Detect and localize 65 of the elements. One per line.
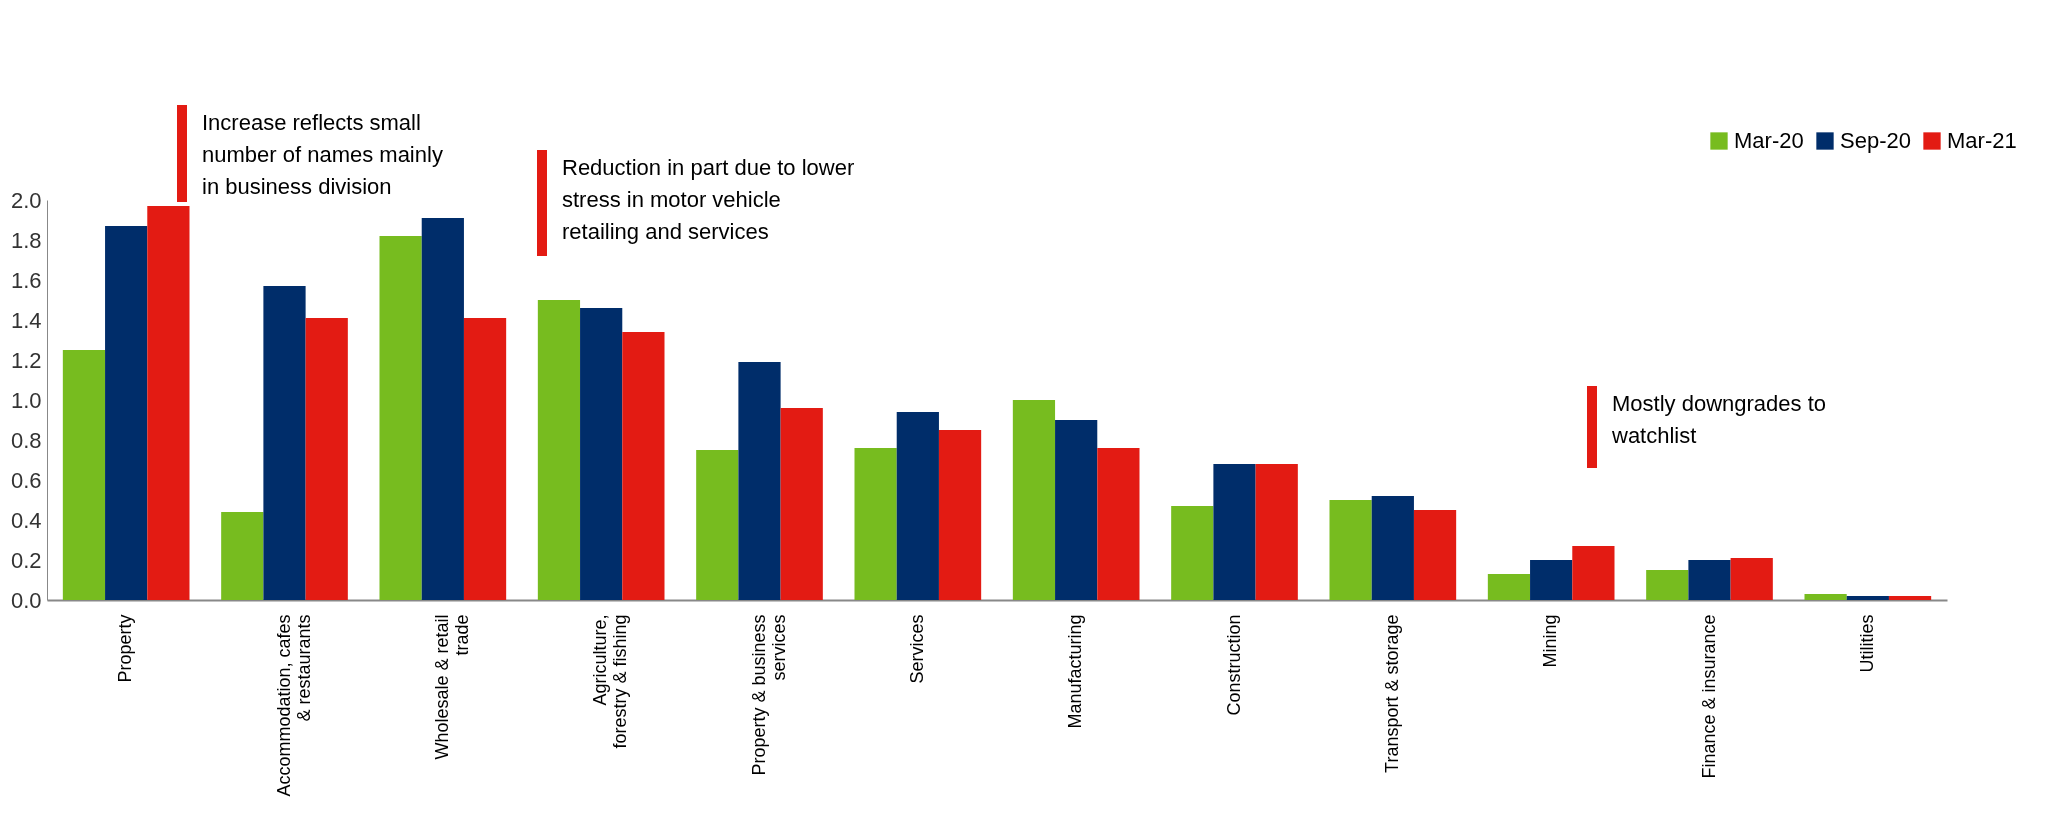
x-tick-label: Finance & insurance — [1698, 614, 1719, 779]
y-tick-label: 0.6 — [10, 467, 42, 493]
bar — [1097, 448, 1140, 600]
bar — [1371, 496, 1414, 600]
x-tick-label: Wholesale & retail trade — [431, 614, 472, 760]
bar — [421, 218, 464, 600]
bar — [1688, 560, 1731, 600]
bar — [463, 318, 507, 600]
bar — [147, 206, 190, 600]
x-tick-label: Property — [115, 614, 136, 683]
bar — [1730, 558, 1773, 600]
bar — [738, 362, 781, 600]
bar — [896, 412, 939, 600]
bar — [696, 450, 739, 600]
y-tick-label: 1.6 — [10, 267, 42, 293]
y-tick-label: 1.8 — [10, 227, 42, 253]
bar — [1012, 400, 1056, 600]
y-tick-label: 0.2 — [10, 547, 42, 573]
y-tick-label: 2.0 — [10, 187, 42, 213]
bar — [221, 512, 264, 600]
bar — [1413, 510, 1457, 600]
bar — [62, 350, 106, 600]
text: Increase reflects small number of names mainly in business division — [202, 110, 443, 199]
legend-label: Mar-21 — [1947, 128, 2017, 153]
bar — [1487, 574, 1531, 600]
bar — [1329, 500, 1372, 600]
annotation: Mostly downgrades to watchlist — [1611, 391, 1826, 448]
bar — [263, 286, 306, 600]
bar — [1804, 594, 1847, 600]
y-tick-label: 0.8 — [10, 427, 42, 453]
y-tick-label: 1.4 — [10, 307, 42, 333]
x-tick-label: Transport & storage — [1381, 614, 1402, 773]
x-tick-label: Property & business services — [748, 614, 789, 776]
bar — [780, 408, 823, 600]
bar — [1646, 570, 1689, 600]
bar — [305, 318, 348, 600]
bar — [1055, 420, 1098, 600]
x-tick-label: Manufacturing — [1065, 614, 1086, 729]
bar — [1213, 464, 1256, 600]
bar — [537, 300, 581, 600]
bar — [1530, 560, 1573, 600]
annotation: Reduction in part due to lower stress in motor vehicle retailing and services — [562, 155, 855, 244]
bar — [1572, 546, 1615, 600]
x-tick-label: Construction — [1223, 614, 1244, 716]
bar — [105, 226, 148, 600]
bar — [854, 448, 897, 600]
y-tick-label: 0.0 — [10, 587, 42, 613]
bar — [1888, 596, 1932, 600]
x-tick-label: Mining — [1540, 614, 1561, 668]
x-tick-label: Utilities — [1856, 614, 1877, 673]
bar — [1846, 596, 1889, 600]
y-tick-label: 1.0 — [10, 387, 42, 413]
x-tick-label: Services — [906, 614, 927, 684]
y-tick-label: 1.2 — [10, 347, 42, 373]
bar — [580, 308, 623, 600]
bar — [938, 430, 982, 600]
y-tick-label: 0.4 — [10, 507, 42, 533]
bar — [379, 236, 422, 600]
bar — [1255, 464, 1298, 600]
bar — [622, 332, 665, 600]
legend-label: Mar-20 — [1734, 128, 1804, 153]
legend-label: Sep-20 — [1840, 128, 1911, 153]
x-tick-label: Accommodation, cafes & restaurants — [273, 614, 314, 797]
x-tick-label: Agriculture, forestry & fishing — [590, 614, 631, 749]
bar — [1171, 506, 1214, 600]
